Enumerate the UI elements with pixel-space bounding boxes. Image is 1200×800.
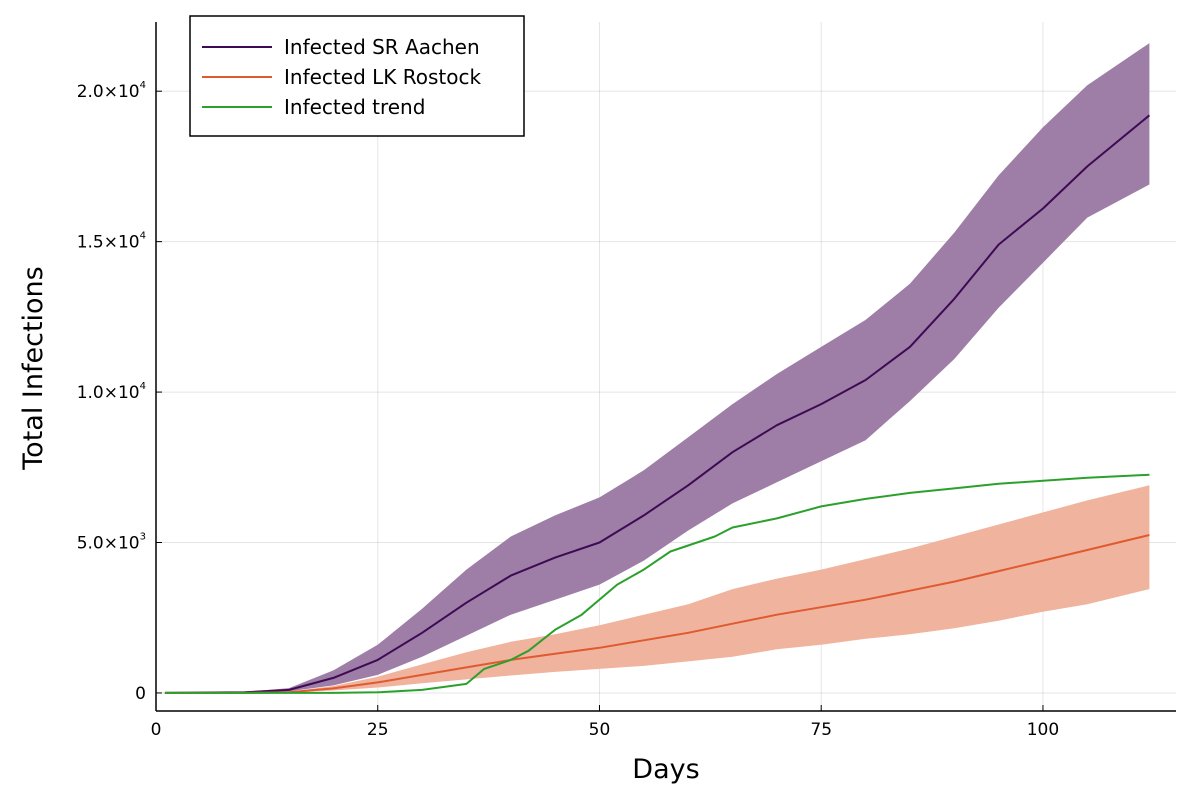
legend-box	[189, 15, 525, 137]
y-tick-mantissa: 0	[135, 684, 146, 704]
y-tick-exponent: 4	[140, 231, 146, 242]
axes	[155, 22, 1176, 712]
x-axis-title: Days	[632, 754, 699, 785]
legend-label-0: Infected SR Aachen	[284, 35, 480, 59]
series-line-2	[164, 473, 1150, 694]
y-tick-label: 2.0×104	[77, 80, 146, 102]
confidence-bands	[164, 43, 1150, 693]
x-tick-label: 75	[810, 720, 832, 740]
series-line-1	[164, 534, 1150, 694]
y-tick-mantissa: 1.0×10	[77, 383, 140, 403]
y-tick-label: 1.0×104	[77, 381, 146, 403]
y-tick-mantissa: 1.5×10	[77, 233, 140, 253]
y-tick-mantissa: 2.0×10	[77, 82, 140, 102]
legend: Infected SR Aachen Infected LK Rostock Inf…	[189, 15, 525, 137]
series-band-1	[164, 485, 1150, 693]
y-tick-label: 0	[135, 684, 146, 704]
series-line-0	[164, 114, 1151, 694]
y-tick-label: 1.5×104	[77, 231, 146, 253]
y-axis-title: Total Infections	[18, 266, 49, 470]
legend-label-1: Infected LK Rostock	[284, 65, 481, 89]
x-tick-label: 0	[151, 720, 162, 740]
y-tick-exponent: 4	[140, 80, 146, 91]
x-tick-label: 100	[1027, 720, 1059, 740]
y-tick-exponent: 3	[140, 532, 146, 543]
legend-label-2: Infected trend	[284, 95, 425, 119]
y-tick-exponent: 4	[140, 381, 146, 392]
x-tick-label: 50	[589, 720, 611, 740]
y-tick-label: 5.0×103	[77, 532, 146, 554]
y-tick-mantissa: 5.0×10	[77, 534, 140, 554]
series-lines	[164, 114, 1151, 694]
x-tick-label: 25	[367, 720, 389, 740]
